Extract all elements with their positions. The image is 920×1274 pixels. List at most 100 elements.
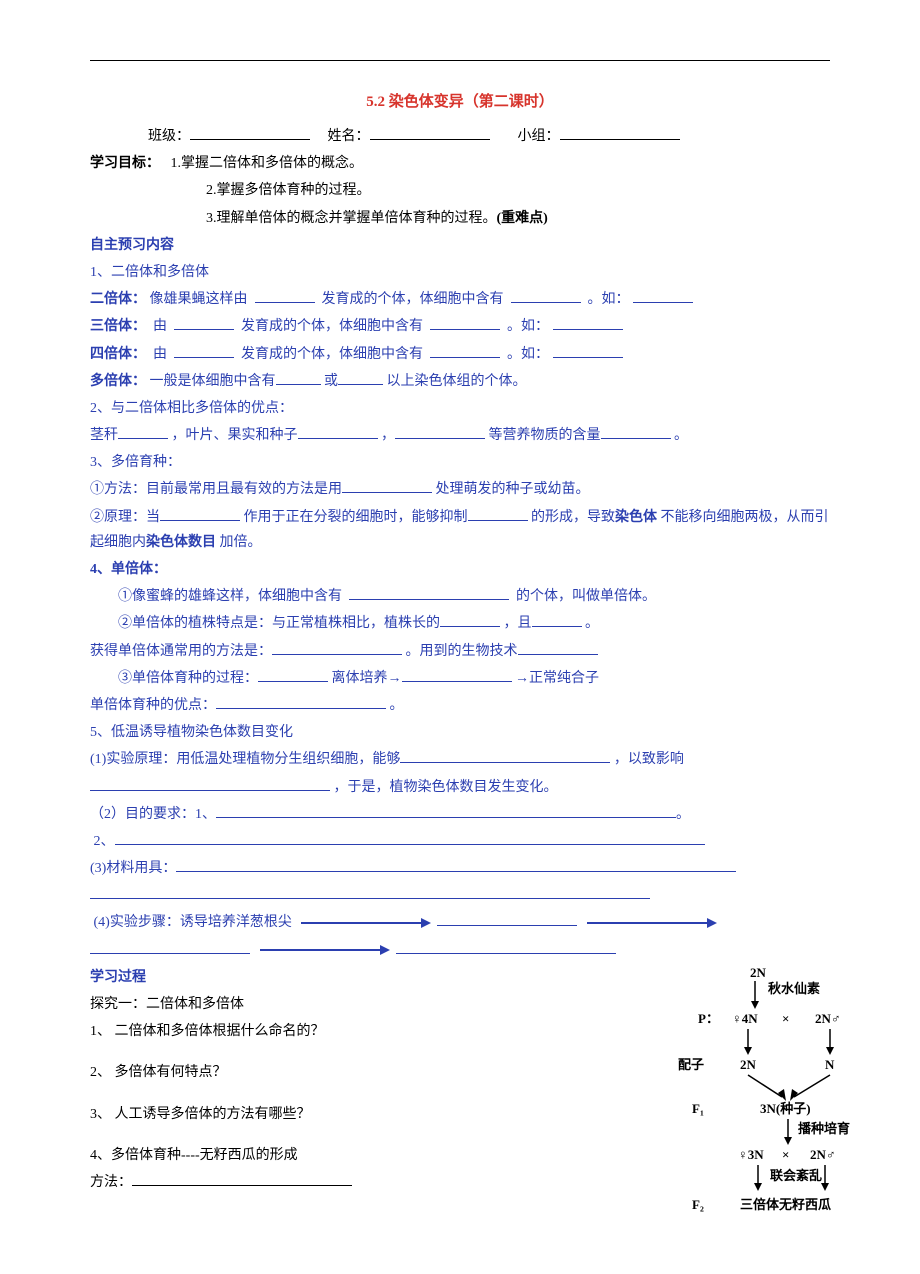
blank[interactable] [115, 829, 705, 844]
tet-t2: 发育成的个体，体细胞中含有 [241, 347, 423, 362]
blank[interactable] [216, 694, 386, 709]
svg-text:2N♂: 2N♂ [810, 1147, 836, 1162]
s4-heading: 4、单倍体： [90, 557, 830, 582]
blank[interactable] [395, 424, 485, 439]
svg-text:P：: P： [698, 1011, 719, 1026]
s4l2a: ②单倍体的植株特点是：与正常植株相比，植株长的 [118, 616, 440, 631]
s3l2c: 的形成，导致 [531, 510, 615, 525]
blank[interactable] [132, 1171, 352, 1186]
blank[interactable] [633, 288, 693, 303]
blank[interactable] [298, 424, 378, 439]
s5l7: (4)实验步骤：诱导培养洋葱根尖 [94, 915, 292, 930]
blank[interactable] [349, 585, 509, 600]
svg-text:F₂: F₂ [692, 1197, 704, 1212]
blank[interactable] [118, 424, 168, 439]
diploid-t3: 。如： [588, 292, 630, 307]
blank[interactable] [402, 666, 512, 681]
blank[interactable] [437, 911, 577, 926]
s2b: ，叶片、果实和种子 [172, 428, 298, 443]
blank[interactable] [511, 288, 581, 303]
group-label: 小组： [518, 129, 560, 144]
group-blank[interactable] [560, 125, 680, 140]
blank[interactable] [255, 288, 315, 303]
svg-text:三倍体无籽西瓜: 三倍体无籽西瓜 [740, 1197, 831, 1212]
blank[interactable] [553, 342, 623, 357]
blank[interactable] [90, 884, 650, 899]
s4-l5: 单倍体育种的优点： 。 [90, 693, 830, 718]
s4l5b: 。 [390, 698, 404, 713]
s4l5a: 单倍体育种的优点： [90, 698, 216, 713]
blank[interactable] [174, 342, 234, 357]
s3-l2: ②原理：当 作用于正在分裂的细胞时，能够抑制 的形成，导致染色体 不能移向细胞两… [90, 505, 830, 555]
svg-text:秋水仙素: 秋水仙素 [768, 981, 820, 996]
goal-3: 3.理解单倍体的概念并掌握单倍体育种的过程。 [206, 211, 497, 226]
goals-row-3: 3.理解单倍体的概念并掌握单倍体育种的过程。(重难点) [90, 206, 830, 231]
blank[interactable] [342, 478, 432, 493]
polyploid-label: 多倍体： [90, 374, 146, 389]
blank[interactable] [160, 505, 240, 520]
blank[interactable] [216, 802, 676, 817]
page-title: 5.2 染色体变异（第二课时） [90, 89, 830, 116]
s3l1b: 处理萌发的种子或幼苗。 [436, 482, 590, 497]
s5l3: （2）目的要求：1、 [90, 807, 216, 822]
s5-l5: (3)材料用具： [90, 856, 830, 881]
triploid-row: 三倍体： 由 发育成的个体，体细胞中含有 。如： [90, 314, 830, 339]
blank[interactable] [176, 857, 736, 872]
blank[interactable] [518, 639, 598, 654]
blank[interactable] [272, 639, 402, 654]
s5l1b: ，以致影响 [614, 752, 684, 767]
blank[interactable] [258, 666, 328, 681]
svg-text:2N♂: 2N♂ [815, 1011, 841, 1026]
name-blank[interactable] [370, 125, 490, 140]
goal-1: 1.掌握二倍体和多倍体的概念。 [171, 156, 364, 171]
svg-text:3N(种子): 3N(种子) [760, 1101, 811, 1116]
blank[interactable] [601, 424, 671, 439]
s5-l7: (4)实验步骤：诱导培养洋葱根尖 [90, 910, 830, 935]
s3l2a: ②原理：当 [90, 510, 160, 525]
blank[interactable] [396, 938, 616, 953]
blank[interactable] [90, 775, 330, 790]
s2a: 茎秆 [90, 428, 118, 443]
s2-line: 茎秆 ，叶片、果实和种子 ， 等营养物质的含量 。 [90, 423, 830, 448]
blank[interactable] [468, 505, 528, 520]
blank[interactable] [532, 612, 582, 627]
blank[interactable] [400, 748, 610, 763]
s2-heading: 2、与二倍体相比多倍体的优点： [90, 396, 830, 421]
s4l4c: →正常纯合子 [515, 671, 599, 686]
tet-t1: 由 [153, 347, 167, 362]
goals-label: 学习目标： [90, 156, 160, 171]
s3l2e: 加倍。 [220, 535, 262, 550]
blank[interactable] [553, 315, 623, 330]
s4l4a: ③单倍体育种的过程： [118, 671, 258, 686]
diploid-label: 二倍体： [90, 292, 146, 307]
s5-l2: ，于是，植物染色体数目发生变化。 [90, 775, 830, 800]
s3l2b: 作用于正在分裂的细胞时，能够抑制 [244, 510, 468, 525]
q4b-label: 方法： [90, 1175, 132, 1190]
blank[interactable] [430, 315, 500, 330]
s5-l6 [90, 883, 830, 908]
s5-heading: 5、低温诱导植物染色体数目变化 [90, 720, 830, 745]
class-blank[interactable] [190, 125, 310, 140]
s5l4: 2、 [94, 834, 115, 849]
blank[interactable] [174, 315, 234, 330]
s5l1a: (1)实验原理：用低温处理植物分生组织细胞，能够 [90, 752, 400, 767]
s3l1a: ①方法：目前最常用且最有效的方法是用 [90, 482, 342, 497]
svg-text:F₁: F₁ [692, 1101, 704, 1116]
diagram-svg: 2N 秋水仙素 P： ♀4N × 2N♂ 配子 2N N F₁ [670, 965, 880, 1220]
blank[interactable] [338, 369, 383, 384]
poly-t2: 或 [324, 374, 338, 389]
svg-text:×: × [782, 1147, 789, 1162]
arrow-icon [260, 945, 390, 955]
svg-text:N: N [825, 1057, 835, 1072]
trip-t1: 由 [153, 319, 167, 334]
svg-text:2N: 2N [750, 965, 767, 980]
blank[interactable] [90, 938, 250, 953]
blank[interactable] [276, 369, 321, 384]
blank[interactable] [440, 612, 500, 627]
trip-t2: 发育成的个体，体细胞中含有 [241, 319, 423, 334]
svg-text:×: × [782, 1011, 789, 1026]
blank[interactable] [430, 342, 500, 357]
s2e: 。 [674, 428, 688, 443]
breeding-diagram: 2N 秋水仙素 P： ♀4N × 2N♂ 配子 2N N F₁ [670, 965, 870, 1220]
top-rule [90, 60, 830, 61]
